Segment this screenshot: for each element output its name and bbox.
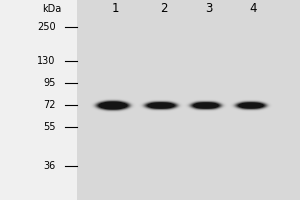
Text: 55: 55	[43, 122, 56, 132]
Text: kDa: kDa	[42, 4, 62, 14]
Text: 36: 36	[43, 161, 56, 171]
Text: 4: 4	[250, 2, 257, 16]
Text: 72: 72	[43, 100, 56, 110]
Text: 1: 1	[112, 2, 119, 16]
Bar	[0, 0, 76, 200]
Text: 130: 130	[37, 56, 56, 66]
Text: 3: 3	[205, 2, 212, 16]
Text: 95: 95	[43, 78, 56, 88]
Text: 2: 2	[160, 2, 167, 16]
Text: 250: 250	[37, 22, 56, 32]
